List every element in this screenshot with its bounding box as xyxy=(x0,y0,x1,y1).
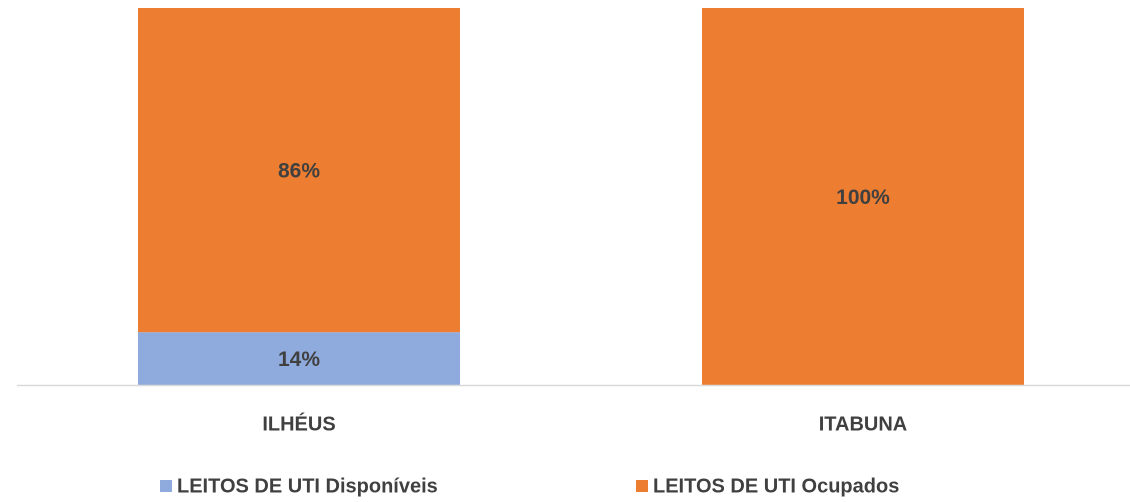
x-tick-label: ITABUNA xyxy=(819,413,908,435)
legend-label: LEITOS DE UTI Disponíveis xyxy=(177,475,438,497)
bar-segment xyxy=(138,332,460,385)
x-tick-label: ILHÉUS xyxy=(262,412,335,435)
legend-swatch xyxy=(636,480,648,492)
data-label: 14% xyxy=(278,348,320,371)
legend-swatch xyxy=(160,480,172,492)
legend-label: LEITOS DE UTI Ocupados xyxy=(653,475,899,497)
data-label: 86% xyxy=(278,160,320,183)
bar-segment xyxy=(138,8,460,333)
bar-segment xyxy=(702,8,1024,385)
data-label: 100% xyxy=(836,186,890,209)
